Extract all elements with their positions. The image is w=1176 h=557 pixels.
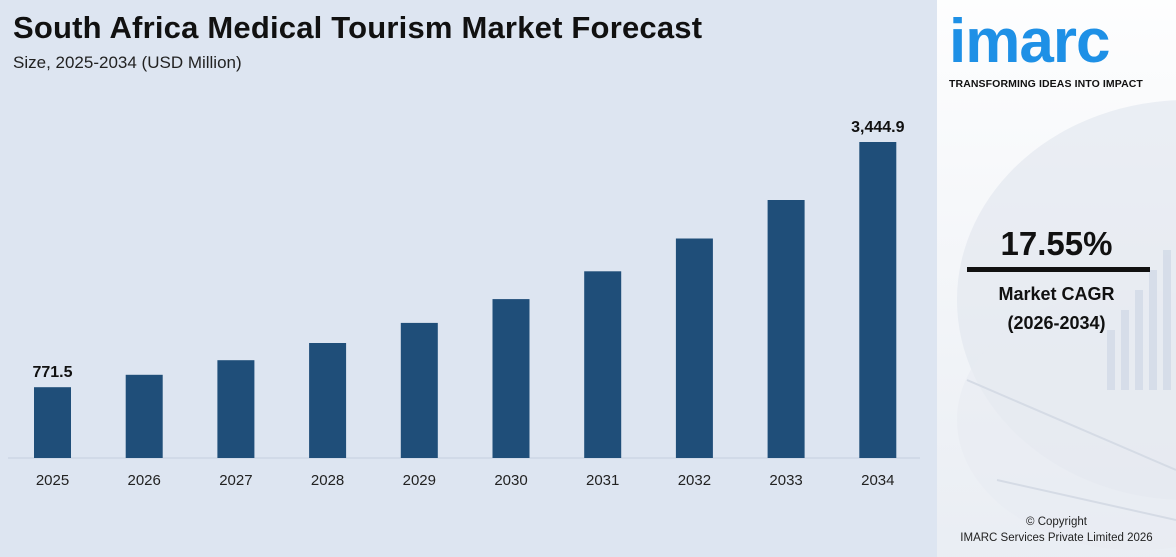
cagr-label: Market CAGR (998, 284, 1115, 304)
x-tick-label-2026: 2026 (128, 472, 161, 489)
bar-2028 (309, 343, 347, 458)
bar-2025 (34, 387, 71, 458)
data-label-2034: 3,444.9 (851, 119, 904, 136)
bar-2033 (767, 200, 805, 458)
x-tick-label-2028: 2028 (311, 472, 344, 489)
bars-group (34, 142, 897, 458)
logo-wordmark: imarc (949, 7, 1110, 76)
cagr-value: 17.55% (1000, 225, 1113, 262)
bar-2032 (675, 238, 713, 458)
bar-2026 (125, 374, 163, 458)
x-tick-label-2029: 2029 (403, 472, 436, 489)
copyright-line-2: IMARC Services Private Limited 2026 (960, 532, 1153, 544)
x-tick-label-2032: 2032 (678, 472, 711, 489)
brand-logo: imarc TRANSFORMING IDEAS INTO IMPACT (949, 7, 1174, 91)
chart-subtitle: Size, 2025-2034 (USD Million) (13, 53, 242, 72)
data-label-2025: 771.5 (32, 364, 72, 381)
x-tick-label-2031: 2031 (586, 472, 619, 489)
bar-2031 (584, 271, 622, 458)
logo-tagline: TRANSFORMING IDEAS INTO IMPACT (949, 78, 1143, 90)
bar-chart: 771.5 3,444.9 2025 2026 2027 2028 2029 2030 203… (8, 119, 920, 489)
copyright-notice: © Copyright IMARC Services Private Limit… (937, 514, 1176, 546)
data-labels-group: 771.5 3,444.9 (32, 119, 904, 381)
background-decoration (937, 0, 1176, 557)
x-tick-labels-group: 2025 2026 2027 2028 2029 2030 2031 2032 2033 2034 (36, 472, 895, 489)
copyright-line-1: © Copyright (1026, 516, 1087, 528)
x-tick-label-2025: 2025 (36, 472, 69, 489)
chart-panel: South Africa Medical Tourism Market Fore… (8, 10, 920, 489)
x-tick-label-2027: 2027 (219, 472, 252, 489)
x-tick-label-2033: 2033 (769, 472, 802, 489)
cagr-period: (2026-2034) (1007, 313, 1106, 333)
x-tick-label-2034: 2034 (861, 472, 894, 489)
side-panel: imarc TRANSFORMING IDEAS INTO IMPACT 17.… (937, 0, 1176, 557)
cagr-divider (967, 267, 1150, 272)
bar-2034 (859, 142, 897, 458)
bar-2029 (400, 322, 438, 458)
chart-title: South Africa Medical Tourism Market Fore… (13, 10, 703, 45)
bar-2030 (492, 299, 530, 458)
x-tick-label-2030: 2030 (494, 472, 527, 489)
bar-2027 (217, 360, 255, 458)
